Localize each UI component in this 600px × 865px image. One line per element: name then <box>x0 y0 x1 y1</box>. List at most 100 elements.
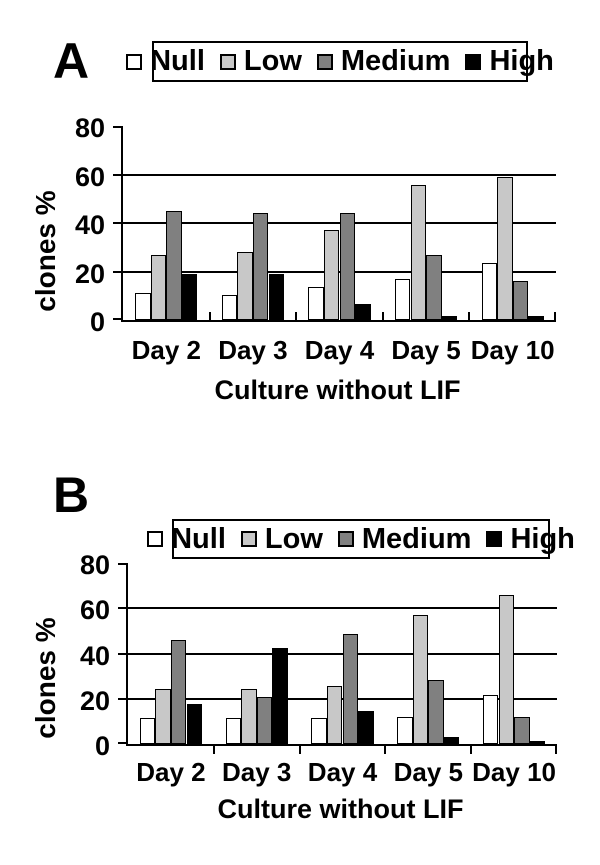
bar-low-day-4 <box>326 686 343 744</box>
legend-item-high: High <box>486 522 575 555</box>
legend-swatch-high <box>486 531 503 547</box>
bar-null-day-10 <box>481 263 498 320</box>
y-tick-20 <box>118 697 128 700</box>
x-boundary-tick <box>554 312 556 320</box>
y-tick-60 <box>118 607 128 610</box>
y-tick-0 <box>118 742 128 744</box>
gridline-60 <box>123 173 556 176</box>
y-tick-label-60: 60 <box>74 161 105 192</box>
bar-medium-day-2 <box>166 210 182 320</box>
legend-item-null: Null <box>126 47 205 76</box>
legend-item-medium: Medium <box>316 45 451 77</box>
bar-low-day-2 <box>150 254 167 320</box>
bar-medium-day-4 <box>342 634 359 744</box>
bar-high-day-3 <box>268 273 285 320</box>
legend-swatch-null <box>126 53 143 70</box>
x-boundary-tick <box>212 746 215 754</box>
bar-medium-day-5 <box>428 679 444 744</box>
legend-swatch-high <box>465 53 482 70</box>
x-tick-label-day-3: Day 3 <box>218 335 288 365</box>
x-tick-label-day-5: Day 5 <box>393 757 463 787</box>
legend-item-medium: Medium <box>337 524 471 554</box>
bar-high-day-4 <box>355 304 371 320</box>
x-tick-label-day-10: Day 10 <box>470 335 555 365</box>
y-tick-label-60: 60 <box>79 595 110 626</box>
x-boundary-tick <box>470 746 473 754</box>
x-boundary-tick <box>295 312 298 320</box>
x-boundary-tick <box>208 312 211 320</box>
legend-item-low: Low <box>219 45 302 77</box>
bar-null-day-3 <box>221 294 238 320</box>
y-tick-label-0: 0 <box>89 307 105 337</box>
bar-high-day-5 <box>443 737 460 744</box>
bar-low-day-3 <box>237 252 253 320</box>
bar-low-day-10 <box>498 594 515 744</box>
x-tick-label-day-10: Day 10 <box>472 757 556 787</box>
plot-area-a <box>113 126 556 322</box>
y-tick-label-40: 40 <box>74 210 105 240</box>
legend-label-high: High <box>489 45 554 77</box>
bar-medium-day-3 <box>252 213 269 320</box>
bar-medium-day-2 <box>170 639 187 744</box>
y-tick-label-40: 40 <box>79 640 110 671</box>
legend-label-null: Null <box>150 45 205 77</box>
x-tick-label-day-3: Day 3 <box>222 757 292 787</box>
x-boundary-tick <box>384 746 387 754</box>
legend-swatch-medium <box>316 53 333 70</box>
x-tick-label-day-2: Day 2 <box>136 757 206 787</box>
bar-high-day-2 <box>186 704 203 744</box>
bar-high-day-5 <box>441 316 458 320</box>
bar-low-day-3 <box>241 688 257 744</box>
panel-b-label: B <box>53 467 90 523</box>
legend-label-high: High <box>510 522 575 555</box>
y-tick-80 <box>118 563 128 565</box>
bar-null-day-2 <box>139 717 156 744</box>
legend-label-low: Low <box>243 45 302 77</box>
gridline-60 <box>128 607 557 610</box>
panel-a-label: A <box>53 33 90 89</box>
legend-a: Null Low Medium High <box>126 41 554 82</box>
x-axis-title-a: Culture without LIF <box>214 375 461 405</box>
y-tick-label-80: 80 <box>74 113 105 143</box>
plot-area-b <box>118 563 557 754</box>
bar-high-day-10 <box>529 740 546 744</box>
bar-high-day-4 <box>358 711 374 744</box>
legend-item-high: High <box>465 45 554 77</box>
bar-medium-day-4 <box>339 213 356 320</box>
legend-item-low: Low <box>240 522 323 555</box>
y-tick-label-80: 80 <box>79 550 110 580</box>
legend-label-medium: Medium <box>340 45 451 77</box>
x-tick-label-day-2: Day 2 <box>131 335 201 365</box>
bar-low-day-10 <box>497 176 513 320</box>
legend-label-null: Null <box>171 522 226 555</box>
x-tick-label-day-4: Day 4 <box>307 757 378 787</box>
legend-swatch-medium <box>337 531 354 547</box>
legend-item-null: Null <box>147 522 226 555</box>
y-tick-label-20: 20 <box>74 258 105 289</box>
x-tick-label-day-5: Day 5 <box>391 335 461 365</box>
y-tick-0 <box>113 318 123 320</box>
legend-swatch-null <box>147 531 164 547</box>
bar-low-day-5 <box>412 615 429 744</box>
bar-null-day-4 <box>311 717 327 744</box>
y-tick-20 <box>113 270 123 273</box>
legend-b: Null Low Medium High <box>147 519 575 559</box>
legend-swatch-low <box>240 531 257 547</box>
bar-medium-day-5 <box>426 254 442 320</box>
x-axis-title-b: Culture without LIF <box>217 794 464 824</box>
x-boundary-tick <box>468 312 471 320</box>
bar-low-day-4 <box>323 230 340 320</box>
y-tick-40 <box>113 222 123 224</box>
y-tick-40 <box>118 652 128 655</box>
y-tick-60 <box>113 173 123 176</box>
legend-swatch-low <box>219 53 236 70</box>
bar-low-day-5 <box>410 185 427 320</box>
bar-medium-day-10 <box>514 716 530 744</box>
y-tick-label-0: 0 <box>94 731 110 761</box>
x-boundary-tick <box>555 746 557 754</box>
y-tick-label-20: 20 <box>79 685 110 716</box>
legend-label-low: Low <box>264 522 323 555</box>
bar-null-day-4 <box>308 287 324 320</box>
x-tick-label-day-4: Day 4 <box>304 335 375 365</box>
